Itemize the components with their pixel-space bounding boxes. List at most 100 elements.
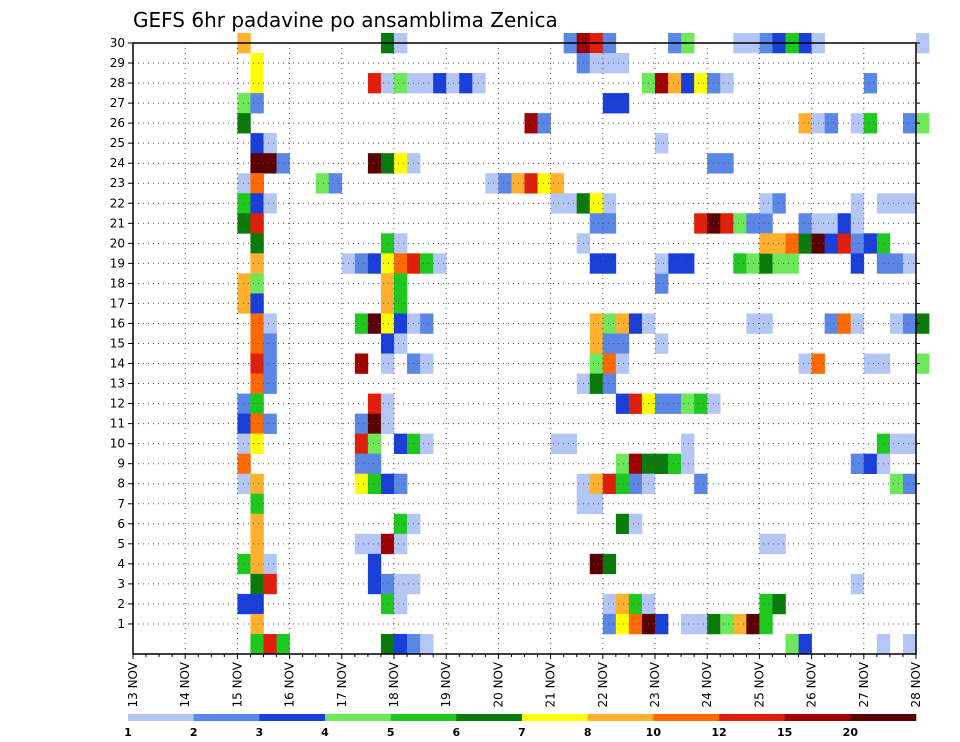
heatmap-cell	[328, 173, 343, 194]
heatmap-cell	[237, 413, 251, 434]
heatmap-cell	[863, 73, 878, 94]
colorbar-label: 4	[321, 726, 329, 739]
heatmap-cell	[655, 273, 669, 294]
heatmap-cell	[250, 253, 264, 274]
colorbar-swatch	[784, 714, 851, 721]
heatmap-cell	[354, 313, 369, 334]
heatmap-cell	[889, 433, 904, 454]
heatmap-cell	[537, 113, 551, 134]
heatmap-cell	[394, 333, 408, 354]
heatmap-cell	[263, 133, 277, 154]
x-tick-label: 15 NOV	[230, 661, 244, 707]
heatmap-cell	[263, 553, 277, 575]
heatmap-cell	[850, 313, 865, 334]
heatmap-cell	[250, 433, 264, 454]
heatmap-cell	[602, 253, 617, 274]
heatmap-cell	[615, 593, 630, 615]
heatmap-cell	[394, 73, 408, 94]
heatmap-cell	[420, 633, 434, 655]
heatmap-cell	[380, 293, 395, 314]
heatmap-cell	[589, 473, 604, 495]
heatmap-cell	[354, 473, 369, 495]
heatmap-cell	[394, 313, 408, 334]
heatmap-cell	[772, 533, 786, 555]
colorbar-label: 7	[518, 726, 526, 739]
x-tick-label: 25 NOV	[752, 661, 766, 707]
heatmap-cell	[668, 253, 682, 274]
heatmap-cell	[433, 73, 447, 94]
x-tick-label: 14 NOV	[178, 661, 192, 707]
heatmap-cell	[681, 73, 695, 94]
heatmap-cell	[237, 93, 251, 114]
heatmap-cell	[824, 213, 838, 234]
x-tick-label: 27 NOV	[857, 661, 871, 707]
heatmap-cell	[250, 53, 264, 74]
colorbar-swatch	[522, 714, 588, 721]
heatmap-cell	[394, 513, 408, 535]
colorbar-label: 6	[453, 726, 461, 739]
heatmap-cell	[602, 353, 617, 374]
heatmap-cell	[694, 213, 708, 234]
y-tick-label: 11	[110, 417, 125, 431]
heatmap-cell	[785, 633, 799, 655]
heatmap-cell	[250, 553, 264, 575]
heatmap-cell	[420, 313, 434, 334]
heatmap-cell	[602, 473, 617, 495]
colorbar-label: 15	[777, 726, 792, 739]
heatmap-cell	[694, 393, 708, 414]
heatmap-cell	[589, 53, 604, 74]
y-tick-label: 22	[110, 196, 125, 210]
heatmap-cell	[380, 533, 395, 555]
heatmap-cell	[668, 453, 682, 475]
heatmap-cell	[394, 573, 408, 595]
heatmap-cell	[902, 433, 917, 454]
heatmap-cell	[850, 453, 865, 475]
heatmap-cell	[433, 253, 447, 274]
y-tick-label: 2	[117, 597, 125, 611]
heatmap-cell	[798, 353, 812, 374]
y-tick-label: 19	[110, 256, 125, 270]
heatmap-cell	[798, 633, 812, 655]
heatmap-cell	[250, 413, 264, 434]
y-tick-label: 27	[110, 96, 125, 110]
heatmap-cell	[589, 373, 604, 394]
y-tick-label: 23	[110, 176, 125, 190]
heatmap-cell	[889, 193, 904, 214]
heatmap-cell	[354, 413, 369, 434]
heatmap-cell	[602, 373, 617, 394]
heatmap-cell	[916, 32, 930, 54]
heatmap-cell	[250, 213, 264, 234]
heatmap-cell	[263, 313, 277, 334]
heatmap-cell	[655, 613, 669, 635]
heatmap-cell	[681, 393, 695, 414]
heatmap-cell	[916, 313, 930, 334]
heatmap-cell	[863, 453, 878, 475]
y-tick-label: 21	[110, 216, 125, 230]
y-tick-label: 5	[117, 537, 125, 551]
colorbar-swatch	[193, 714, 260, 721]
heatmap-cell	[394, 233, 408, 254]
heatmap-cell	[655, 73, 669, 94]
x-axis-ticks: 13 NOV 14 NOV 15 NOV 16 NOV 17 NOV 18 NOV 19 N…	[126, 654, 923, 708]
heatmap-cell	[380, 473, 395, 495]
heatmap-cell	[902, 473, 917, 495]
y-tick-label: 4	[117, 557, 125, 571]
heatmap-cell	[563, 193, 577, 214]
y-tick-label: 28	[110, 76, 125, 90]
heatmap-cell	[615, 613, 630, 635]
heatmap-cell	[602, 53, 617, 74]
heatmap-cell	[380, 73, 395, 94]
heatmap-cell	[237, 453, 251, 475]
heatmap-cell	[354, 433, 369, 454]
heatmap-cell	[889, 253, 904, 274]
heatmap-cell	[850, 233, 865, 254]
heatmap-cell	[759, 233, 773, 254]
grid-layer	[133, 42, 916, 654]
heatmap-cell	[237, 393, 251, 414]
heatmap-cell	[394, 633, 408, 655]
heatmap-cell	[250, 393, 264, 414]
colorbar-label: 1	[124, 726, 132, 739]
heatmap-cell	[615, 53, 630, 74]
x-tick-label: 22 NOV	[596, 661, 610, 707]
y-tick-label: 15	[110, 336, 125, 350]
